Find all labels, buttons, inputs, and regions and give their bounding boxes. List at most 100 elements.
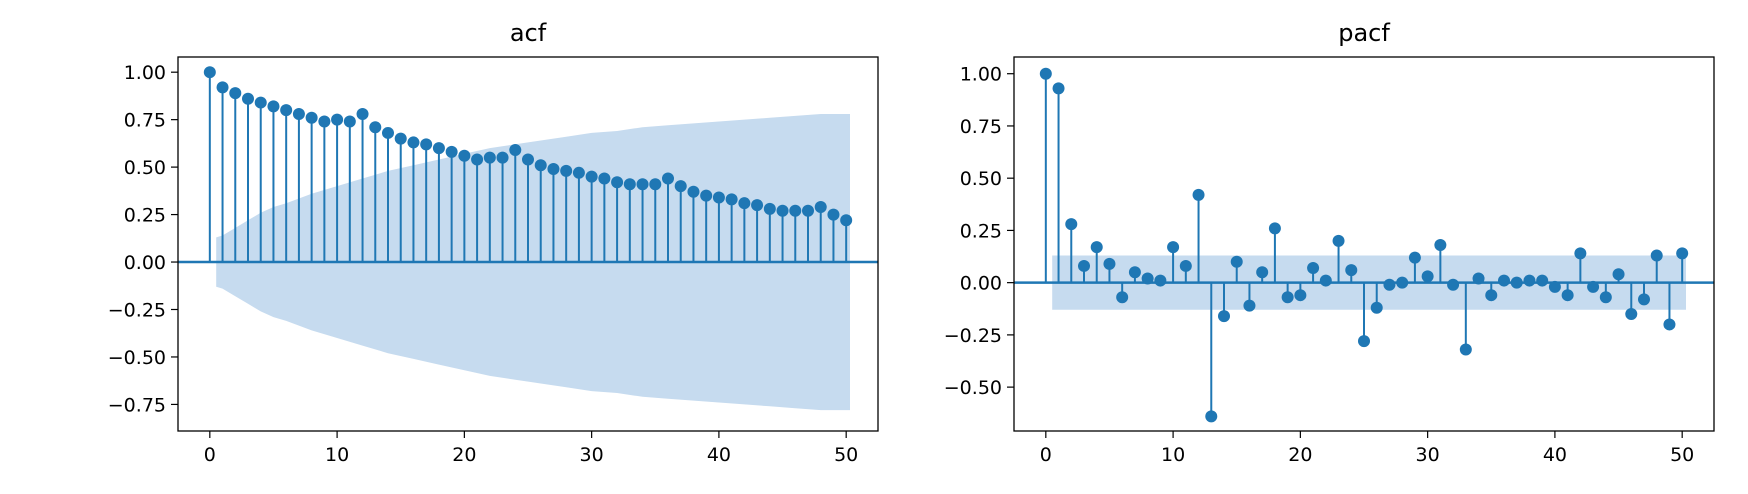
pacf-point-lag-1 xyxy=(1052,82,1065,95)
pacf-point-lag-15 xyxy=(1230,255,1243,268)
acf-point-lag-28 xyxy=(560,164,573,177)
acf-point-lag-49 xyxy=(827,208,840,221)
acf-xtick-label: 40 xyxy=(707,444,731,466)
pacf-point-lag-11 xyxy=(1179,259,1192,272)
acf-point-lag-35 xyxy=(649,178,662,191)
pacf-point-lag-46 xyxy=(1625,307,1638,320)
pacf-xtick-label: 0 xyxy=(1040,444,1052,466)
pacf-point-lag-48 xyxy=(1650,249,1663,262)
acf-point-lag-16 xyxy=(407,136,420,149)
acf-point-lag-21 xyxy=(471,153,484,166)
acf-point-lag-48 xyxy=(814,200,827,213)
pacf-point-lag-9 xyxy=(1154,274,1167,287)
acf-point-lag-26 xyxy=(534,159,547,172)
pacf-point-lag-21 xyxy=(1307,262,1320,275)
pacf-point-lag-2 xyxy=(1065,218,1078,231)
pacf-point-lag-10 xyxy=(1167,241,1180,254)
pacf-point-lag-32 xyxy=(1447,278,1460,291)
pacf-xtick-label: 20 xyxy=(1288,444,1312,466)
acf-point-lag-38 xyxy=(687,185,700,198)
pacf-xtick-label: 30 xyxy=(1416,444,1440,466)
acf-plot: acf 0 10 20 30 40 50 1.00 0.75 0.50 0.25 0.00 −0.25… xyxy=(108,19,879,466)
pacf-plot: pacf 0 10 20 30 40 50 1.00 0.75 0.50 0.25 0.00 −0.2… xyxy=(944,19,1715,466)
pacf-point-lag-27 xyxy=(1383,278,1396,291)
pacf-point-lag-50 xyxy=(1676,247,1689,260)
pacf-point-lag-17 xyxy=(1256,266,1269,279)
pacf-point-lag-24 xyxy=(1345,264,1358,277)
acf-point-lag-43 xyxy=(751,199,764,212)
pacf-point-lag-38 xyxy=(1523,274,1536,287)
pacf-ytick-label: −0.25 xyxy=(944,325,1002,347)
pacf-point-lag-22 xyxy=(1319,274,1332,287)
acf-point-lag-32 xyxy=(611,176,624,189)
pacf-point-lag-13 xyxy=(1205,410,1218,423)
acf-point-lag-30 xyxy=(585,170,598,183)
pacf-point-lag-26 xyxy=(1370,301,1383,314)
acf-point-lag-15 xyxy=(394,132,407,145)
pacf-point-lag-14 xyxy=(1218,310,1230,323)
acf-title: acf xyxy=(510,19,547,47)
pacf-ytick-label: 1.00 xyxy=(960,64,1002,86)
pacf-point-lag-33 xyxy=(1459,343,1472,356)
acf-point-lag-46 xyxy=(789,204,802,217)
pacf-point-lag-44 xyxy=(1599,291,1612,304)
acf-point-lag-12 xyxy=(356,107,369,120)
acf-point-lag-13 xyxy=(369,121,382,134)
acf-ytick-label: 0.50 xyxy=(124,157,166,179)
pacf-point-lag-49 xyxy=(1663,318,1676,331)
pacf-ytick-label: −0.50 xyxy=(944,377,1002,399)
acf-xtick-label: 30 xyxy=(580,444,604,466)
acf-ytick-label: 0.75 xyxy=(124,110,166,132)
pacf-point-lag-0 xyxy=(1039,67,1052,80)
acf-point-lag-17 xyxy=(420,138,433,151)
pacf-axes-frame xyxy=(1013,56,1715,432)
acf-ytick-label: 0.25 xyxy=(124,205,166,227)
acf-point-lag-36 xyxy=(662,172,674,185)
acf-point-lag-42 xyxy=(738,197,751,210)
pacf-point-lag-19 xyxy=(1281,291,1294,304)
acf-point-lag-3 xyxy=(242,92,254,105)
pacf-point-lag-8 xyxy=(1141,272,1154,285)
acf-point-lag-50 xyxy=(840,214,853,227)
pacf-point-lag-4 xyxy=(1090,241,1103,254)
pacf-point-lag-35 xyxy=(1485,289,1498,302)
pacf-point-lag-30 xyxy=(1421,270,1434,283)
acf-point-lag-24 xyxy=(509,144,522,157)
acf-point-lag-34 xyxy=(636,178,649,191)
acf-point-lag-40 xyxy=(712,191,725,204)
pacf-point-lag-42 xyxy=(1574,247,1587,260)
acf-point-lag-20 xyxy=(458,149,471,162)
pacf-point-lag-18 xyxy=(1268,222,1281,235)
acf-point-lag-5 xyxy=(267,100,280,113)
acf-point-lag-25 xyxy=(522,153,534,166)
acf-point-lag-10 xyxy=(331,113,344,126)
acf-point-lag-14 xyxy=(382,126,394,139)
pacf-point-lag-36 xyxy=(1498,274,1510,287)
acf-point-lag-6 xyxy=(280,104,293,117)
acf-point-lag-33 xyxy=(623,178,636,191)
pacf-point-lag-31 xyxy=(1434,239,1447,252)
acf-xtick-label: 10 xyxy=(325,444,349,466)
acf-point-lag-45 xyxy=(776,204,789,217)
acf-point-lag-4 xyxy=(254,96,267,109)
acf-point-lag-19 xyxy=(445,145,458,158)
acf-point-lag-9 xyxy=(318,115,331,128)
pacf-ytick-label: 0.00 xyxy=(960,273,1002,295)
acf-point-lag-1 xyxy=(216,81,229,94)
pacf-point-lag-16 xyxy=(1243,299,1256,312)
acf-axes-frame xyxy=(177,56,879,432)
pacf-point-lag-6 xyxy=(1116,291,1129,304)
pacf-point-lag-25 xyxy=(1358,335,1370,348)
acf-point-lag-11 xyxy=(343,115,356,128)
pacf-xtick-label: 10 xyxy=(1161,444,1185,466)
acf-point-lag-37 xyxy=(674,180,687,193)
acf-ytick-label: 0.00 xyxy=(124,252,166,274)
pacf-point-lag-37 xyxy=(1510,276,1523,289)
pacf-point-lag-40 xyxy=(1548,280,1561,293)
acf-ytick-label: 1.00 xyxy=(124,62,166,84)
acf-point-lag-27 xyxy=(547,163,560,176)
pacf-point-lag-28 xyxy=(1396,276,1409,289)
acf-point-lag-22 xyxy=(483,151,496,164)
acf-xtick-label: 50 xyxy=(834,444,858,466)
